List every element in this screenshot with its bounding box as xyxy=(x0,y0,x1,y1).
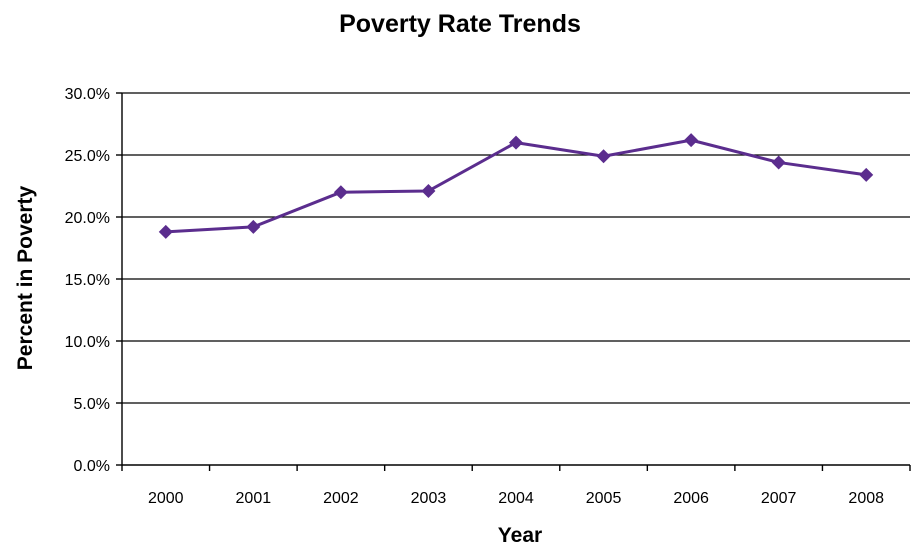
x-tick-label: 2000 xyxy=(148,490,184,507)
data-point-marker xyxy=(596,149,611,164)
y-tick-label: 20.0% xyxy=(65,210,110,227)
data-point-marker xyxy=(684,133,699,148)
series-layer xyxy=(158,133,874,239)
x-tick-label: 2005 xyxy=(586,490,622,507)
series-line xyxy=(165,138,867,234)
y-axis-title: Percent in Poverty xyxy=(14,185,37,370)
x-tick-label: 2007 xyxy=(761,490,797,507)
x-tick-label: 2003 xyxy=(411,490,447,507)
x-axis-title: Year xyxy=(498,524,542,547)
data-point-marker xyxy=(246,219,261,234)
y-tick-label: 5.0% xyxy=(74,396,110,413)
y-tick-label: 10.0% xyxy=(65,334,110,351)
y-tick-label: 0.0% xyxy=(74,458,110,475)
y-axis-ticks: 0.0% 5.0% 10.0% 15.0% 20.0% 25.0% 30.0% xyxy=(65,86,122,475)
data-point-marker xyxy=(509,135,523,150)
y-tick-label: 25.0% xyxy=(65,148,110,165)
data-point-marker xyxy=(859,167,874,182)
data-point-marker xyxy=(421,183,436,198)
x-tick-label: 2002 xyxy=(323,490,359,507)
data-point-marker xyxy=(333,185,348,200)
gridlines xyxy=(122,92,910,404)
x-tick-label: 2004 xyxy=(498,490,534,507)
data-point-marker xyxy=(771,155,786,170)
y-tick-label: 30.0% xyxy=(65,86,110,103)
x-axis-ticks: 2000 2001 2002 2003 2004 2005 2006 2007 2008 xyxy=(121,465,911,507)
x-tick-label: 2001 xyxy=(236,490,272,507)
y-tick-label: 15.0% xyxy=(65,272,110,289)
x-tick-label: 2008 xyxy=(848,490,884,507)
data-point-marker xyxy=(158,224,173,239)
x-tick-label: 2006 xyxy=(673,490,709,507)
chart-title: Poverty Rate Trends xyxy=(339,10,581,38)
